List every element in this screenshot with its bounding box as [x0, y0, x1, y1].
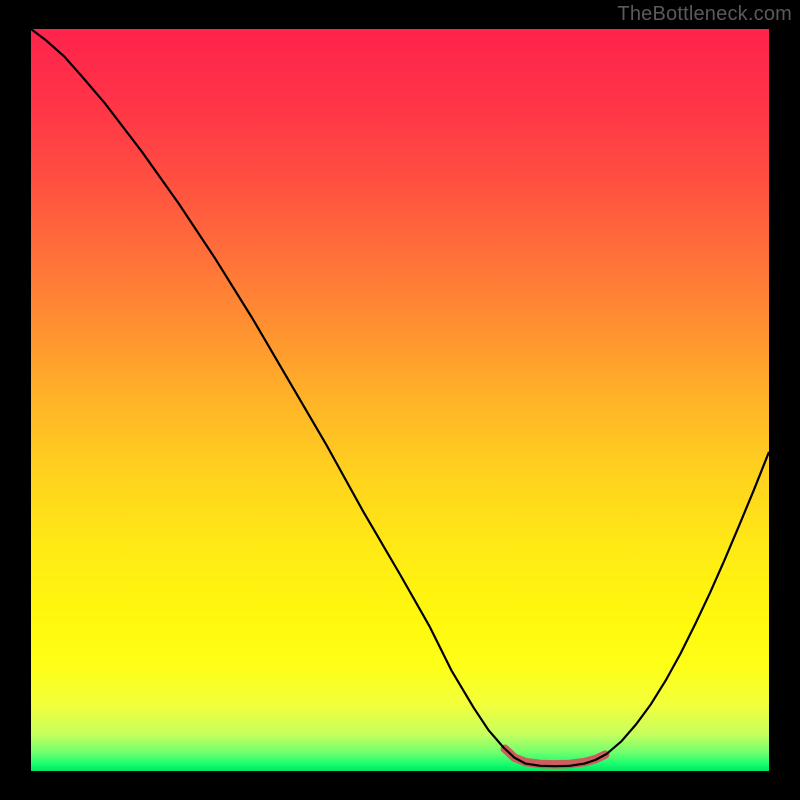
bottleneck-chart: [31, 29, 769, 771]
attribution-label: TheBottleneck.com: [617, 3, 792, 26]
chart-plot-area: [31, 29, 769, 771]
chart-background: [31, 29, 769, 771]
